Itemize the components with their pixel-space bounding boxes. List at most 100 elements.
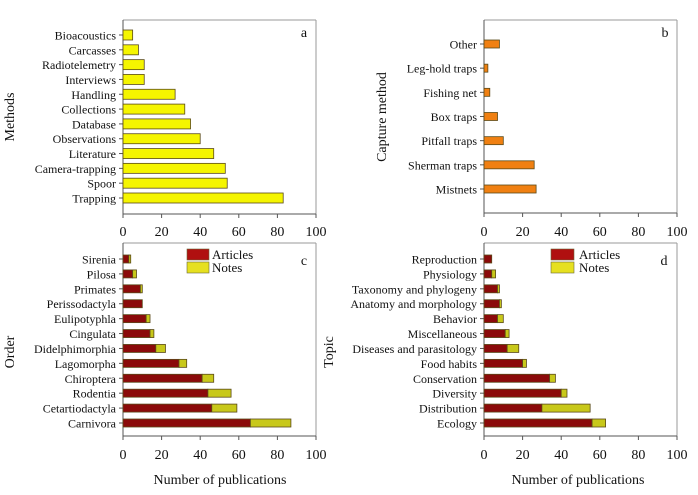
bar-notes — [499, 299, 502, 309]
y-tick-label: Perissodactyla — [47, 297, 117, 311]
y-tick-label: Radiotelemetry — [42, 58, 116, 72]
bar-articles — [483, 329, 506, 338]
bar-notes — [139, 284, 143, 294]
bar-notes — [506, 344, 520, 353]
y-tick-label: Mistnets — [436, 183, 478, 197]
y-tick-label: Camera-trapping — [35, 162, 116, 176]
bar-notes — [497, 284, 500, 294]
y-axis-title: Order — [3, 335, 18, 368]
bar-publications — [122, 148, 215, 159]
bar-notes — [541, 403, 591, 413]
bar-publications — [483, 63, 489, 73]
x-tick-label: 20 — [155, 448, 169, 463]
x-tick-label: 0 — [481, 225, 488, 240]
y-tick-label: Lagomorpha — [55, 357, 117, 371]
bar-publications — [483, 39, 500, 49]
bar-notes — [201, 373, 215, 383]
bar-publications — [483, 184, 537, 194]
bar-publications — [122, 74, 145, 85]
bar-publications — [483, 136, 504, 146]
x-tick-label: 80 — [270, 225, 284, 240]
x-tick-label: 0 — [481, 448, 488, 463]
y-tick-label: Anatomy and morphology — [350, 297, 477, 311]
chart-panel-a: 0 20 40 60 80 100 BioacousticsCarcassesRadiote… — [3, 19, 327, 240]
y-tick-label: Reproduction — [412, 253, 477, 267]
y-tick-label: Eulipotyphla — [54, 312, 117, 326]
bar-notes — [497, 314, 504, 324]
bar-articles — [483, 269, 493, 279]
y-tick-label: Leg-hold traps — [407, 62, 478, 76]
y-tick-label: Cetartiodactyla — [43, 402, 117, 416]
y-tick-label: Bioacoustics — [55, 29, 117, 43]
x-tick-label: 80 — [270, 448, 284, 463]
y-tick-label: Box traps — [431, 110, 478, 124]
y-tick-label: Didelphimorphia — [34, 342, 117, 356]
x-tick-label: 0 — [120, 448, 127, 463]
y-tick-label: Behavior — [433, 312, 477, 326]
x-tick-label: 20 — [155, 225, 169, 240]
y-tick-label: Miscellaneous — [408, 327, 478, 341]
bar-articles — [122, 269, 134, 279]
chart-panel-d: 0 20 40 60 80 100 ReproductionPhysiologyTaxono… — [322, 242, 688, 488]
y-tick-label: Primates — [74, 282, 116, 296]
y-tick-label: Database — [72, 117, 116, 131]
bar-notes — [504, 329, 510, 338]
legend-label-notes: Notes — [212, 260, 242, 275]
y-tick-label: Interviews — [65, 73, 116, 87]
y-tick-label: Diversity — [432, 387, 477, 401]
x-tick-label: 0 — [120, 225, 127, 240]
bar-notes — [155, 344, 166, 353]
bar-notes — [178, 358, 188, 368]
bar-publications — [483, 112, 498, 121]
bar-publications — [122, 192, 284, 204]
x-tick-label: 40 — [193, 448, 207, 463]
chart-panel-b: 0 20 40 60 80 100 Other Leg-hold traps Fishing n… — [375, 19, 688, 240]
bar-notes — [249, 418, 292, 428]
x-tick-label: 40 — [193, 225, 207, 240]
y-tick-label: Physiology — [423, 267, 477, 281]
bar-publications — [122, 59, 145, 71]
bar-notes — [128, 254, 132, 264]
x-axis-title: Number of publications — [512, 473, 645, 488]
y-tick-label: Chiroptera — [65, 372, 117, 386]
x-tick-label: 40 — [554, 225, 568, 240]
bar-articles — [122, 418, 251, 428]
y-tick-label: Distribution — [419, 402, 477, 416]
y-tick-label: Pilosa — [87, 267, 117, 281]
y-tick-label: Sirenia — [82, 253, 117, 267]
panel-label: a — [301, 26, 308, 41]
bar-notes — [522, 358, 527, 368]
x-tick-label: 60 — [232, 225, 246, 240]
bar-publications — [122, 133, 201, 145]
y-axis-title: Methods — [3, 93, 18, 142]
y-tick-label: Taxonomy and phylogeny — [352, 282, 477, 296]
legend-swatch-articles — [550, 248, 575, 261]
bar-articles — [122, 344, 157, 353]
bar-publications — [483, 87, 491, 97]
bar-publications — [122, 103, 186, 115]
bar-publications — [122, 44, 139, 56]
bar-articles — [483, 403, 543, 413]
y-tick-label: Carcasses — [69, 43, 117, 57]
legend-label-articles: Articles — [212, 247, 253, 262]
y-tick-label: Food habits — [421, 357, 478, 371]
x-tick-label: 100 — [306, 225, 327, 240]
legend-swatch-articles — [186, 248, 210, 261]
y-tick-label: Pitfall traps — [421, 134, 477, 148]
y-tick-label: Cingulata — [69, 327, 116, 341]
panel-label: c — [301, 254, 307, 269]
bar-articles — [122, 254, 130, 264]
bar-notes — [132, 269, 137, 279]
y-tick-label: Carnivora — [68, 417, 117, 431]
x-tick-label: 60 — [593, 448, 607, 463]
legend-swatch-notes — [550, 261, 575, 274]
bar-notes — [549, 373, 556, 383]
bar-articles — [122, 373, 203, 383]
bar-articles — [122, 299, 143, 309]
bar-articles — [122, 403, 213, 413]
y-tick-label: Observations — [53, 132, 117, 146]
y-tick-label: Conservation — [413, 372, 477, 386]
legend-label-articles: Articles — [579, 247, 620, 262]
bar-notes — [149, 329, 155, 338]
